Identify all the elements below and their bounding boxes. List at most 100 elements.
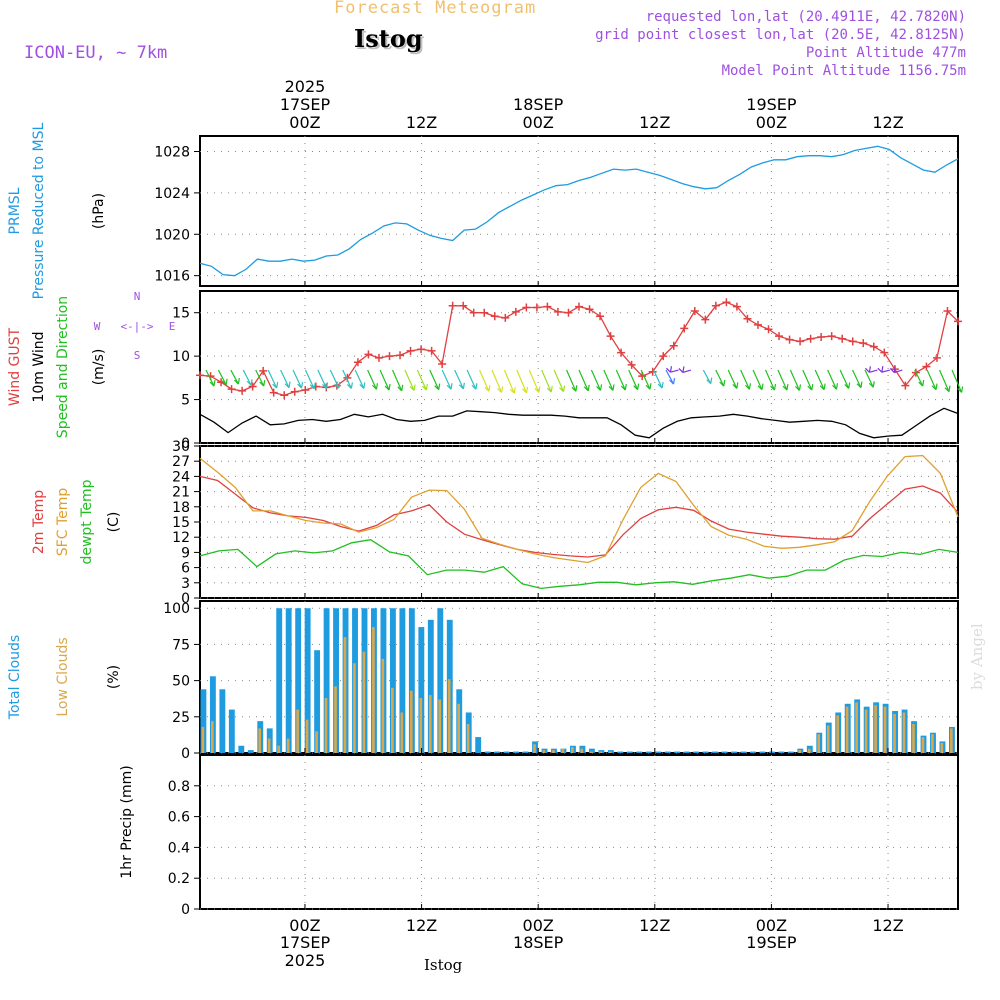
wind-arrow-head — [309, 382, 316, 390]
series-line-10m-wind — [199, 407, 959, 439]
product-title: Forecast Meteogram — [334, 0, 537, 18]
gust-marker — [575, 302, 583, 311]
bottom-time-label: 12Z — [639, 916, 670, 935]
wind-arrow-head — [795, 384, 802, 391]
bar-low-clouds — [552, 750, 555, 753]
wind-arrow — [454, 369, 464, 390]
bar-low-clouds — [950, 728, 953, 753]
bar-total-clouds — [484, 751, 491, 753]
panel-frame-pressure — [199, 135, 959, 287]
gust-marker — [353, 358, 362, 367]
bar-total-clouds — [655, 751, 662, 753]
panel-label-temperature: (C) — [106, 512, 122, 533]
gust-marker — [869, 342, 878, 351]
gust-marker — [596, 312, 605, 321]
wind-arrow — [814, 369, 825, 390]
wind-arrow — [939, 369, 950, 392]
gust-marker — [690, 306, 699, 315]
requested-coords: requested lon,lat (20.4911E, 42.7820N) — [645, 9, 966, 25]
y-tick-label: 1016 — [154, 269, 190, 285]
bottom-year-label: 2025 — [285, 951, 326, 970]
top-time-label: 12Z — [872, 113, 903, 132]
bar-total-clouds — [276, 608, 283, 753]
wind-arrow-head — [372, 383, 379, 390]
bar-total-clouds — [778, 751, 785, 753]
wind-arrow-head — [359, 382, 366, 389]
wind-arrow-head — [620, 383, 627, 391]
gust-marker — [617, 348, 626, 357]
bar-low-clouds — [533, 744, 536, 753]
bar-total-clouds — [503, 751, 510, 753]
bar-low-clouds — [324, 697, 328, 753]
bar-low-clouds — [372, 627, 375, 753]
bar-total-clouds — [494, 751, 501, 753]
wind-arrow — [553, 369, 565, 392]
wind-arrow — [615, 369, 626, 391]
gust-marker — [385, 352, 394, 361]
bar-low-clouds — [267, 738, 271, 753]
gust-marker — [732, 302, 741, 311]
top-date-label: 17SEP — [280, 95, 331, 114]
gust-marker — [511, 307, 520, 316]
gust-marker — [564, 308, 573, 317]
wind-arrow — [267, 369, 278, 389]
model-altitude: Model Point Altitude 1156.75m — [721, 63, 966, 79]
gust-marker — [838, 334, 847, 343]
wind-arrow — [628, 369, 639, 390]
bar-total-clouds — [285, 608, 292, 753]
wind-arrow — [528, 369, 540, 393]
series-line-dewpt-temp — [199, 539, 959, 590]
wind-arrow — [541, 369, 552, 393]
wind-arrow-head — [856, 381, 863, 389]
panel-label-temperature: 2m Temp — [31, 490, 47, 554]
bar-low-clouds — [798, 750, 802, 753]
panel-frame-precip — [199, 754, 959, 910]
gust-marker — [280, 391, 289, 400]
wind-arrow — [292, 369, 303, 389]
bottom-date-label: 19SEP — [746, 933, 797, 952]
bar-low-clouds — [608, 751, 612, 753]
wind-arrow — [441, 369, 452, 390]
gust-marker — [753, 320, 762, 329]
bar-total-clouds — [588, 748, 595, 753]
gust-marker — [269, 388, 278, 397]
bar-total-clouds — [247, 750, 254, 753]
wind-arrow — [578, 369, 589, 392]
y-tick-label: 0 — [181, 902, 190, 918]
top-year-label: 2025 — [285, 77, 326, 96]
bottom-time-label: 00Z — [523, 916, 554, 935]
bar-total-clouds — [408, 608, 415, 753]
y-tick-label: 18 — [172, 500, 190, 516]
bar-total-clouds — [740, 751, 747, 753]
bar-total-clouds — [314, 650, 321, 753]
wind-arrow — [491, 369, 503, 393]
y-tick-label: 10 — [172, 349, 190, 365]
wind-arrow-head — [559, 385, 566, 393]
gust-marker — [374, 353, 383, 362]
bar-low-clouds — [864, 709, 868, 753]
wind-arrow — [670, 369, 679, 373]
bar-low-clouds — [286, 738, 290, 753]
wind-arrow — [416, 369, 427, 391]
bar-total-clouds — [475, 737, 482, 753]
gust-marker — [943, 306, 952, 315]
bottom-time-label: 00Z — [289, 916, 320, 935]
wind-arrow-head — [509, 387, 516, 394]
wind-arrow-head — [757, 383, 764, 391]
wind-arrow-head — [583, 384, 590, 392]
wind-arrow — [566, 369, 577, 392]
panel-label-wind: 10m Wind — [31, 331, 47, 402]
panel-label-temperature: dewpt Temp — [79, 479, 95, 564]
panel-label-clouds: Low Clouds — [55, 637, 71, 716]
panel-label-pressure: (hPa) — [91, 193, 107, 229]
gust-marker — [406, 346, 415, 355]
wind-arrow — [342, 369, 352, 389]
bar-total-clouds — [427, 619, 434, 753]
wind-arrow-head — [221, 378, 228, 386]
wind-arrow — [255, 369, 265, 387]
wind-arrow-head — [782, 383, 789, 391]
gust-marker — [543, 302, 552, 311]
wind-arrow-head — [322, 382, 329, 389]
bar-low-clouds — [296, 709, 299, 753]
